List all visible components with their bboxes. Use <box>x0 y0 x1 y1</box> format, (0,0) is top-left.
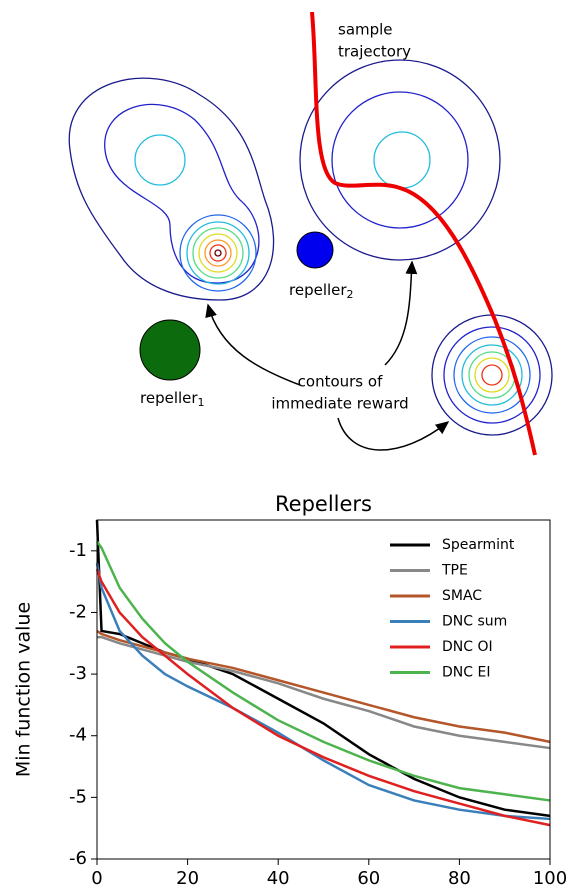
contour <box>443 326 541 424</box>
contour <box>204 239 232 267</box>
series-line <box>97 635 551 750</box>
contour <box>461 344 523 406</box>
y-tick-label: -6 <box>69 848 87 869</box>
y-tick-label: -3 <box>69 663 87 684</box>
y-axis-label: Min function value <box>13 602 35 777</box>
sample-trajectory <box>310 11 537 456</box>
legend-label: DNC sum <box>442 614 507 630</box>
y-tick-label: -2 <box>69 601 87 622</box>
trajectory-label: sample <box>338 21 393 39</box>
arrow <box>205 303 301 386</box>
contour <box>331 91 469 229</box>
legend-label: DNC OI <box>442 639 493 655</box>
x-tick-label: 0 <box>91 868 102 889</box>
legend-label: TPE <box>441 563 468 579</box>
contour <box>104 103 260 284</box>
repeller-1-label: repeller1 <box>140 389 205 410</box>
series-line <box>95 562 551 821</box>
x-tick-label: 60 <box>357 868 380 889</box>
contour <box>198 233 238 273</box>
label: repeller <box>140 389 198 407</box>
chart: Repellers Min function value -6 -5 -4 -3 -2 -1 0… <box>13 492 568 889</box>
y-tick-label: -5 <box>69 786 87 807</box>
contour <box>481 364 503 386</box>
repeller-2-label: repeller2 <box>289 281 354 302</box>
diagram: sample trajectory repeller1 repeller2 co… <box>68 11 553 456</box>
contours-label: contours of <box>298 373 383 391</box>
contours-label: immediate reward <box>271 395 408 413</box>
legend-label: SMAC <box>442 588 482 604</box>
contour <box>299 59 501 261</box>
legend-label: DNC EI <box>442 665 490 681</box>
repeller-1 <box>139 319 201 381</box>
x-tick-label: 80 <box>448 868 471 889</box>
contour <box>209 244 227 262</box>
plot-frame <box>96 519 551 860</box>
arrow <box>384 260 418 366</box>
y-tick-label: -1 <box>69 540 87 561</box>
label: repeller <box>289 281 347 299</box>
contour <box>134 134 186 186</box>
contour <box>192 227 244 279</box>
contour <box>474 357 510 393</box>
contour <box>453 336 531 414</box>
x-tick-label: 40 <box>267 868 290 889</box>
arrow <box>337 417 450 451</box>
contour <box>179 214 257 292</box>
contour <box>373 131 431 189</box>
legend-label: Spearmint <box>442 537 515 553</box>
subscript: 2 <box>347 288 354 301</box>
contour <box>431 314 553 436</box>
contour <box>214 249 222 257</box>
repeller-2 <box>296 231 334 269</box>
contour <box>186 221 250 285</box>
y-tick-label: -4 <box>69 725 87 746</box>
series-line <box>96 629 551 744</box>
series-line <box>95 568 551 827</box>
trajectory-label: trajectory <box>338 43 411 61</box>
x-tick-label: 100 <box>533 868 567 889</box>
contour <box>68 77 275 301</box>
chart-title: Repellers <box>275 492 372 516</box>
series-line <box>95 540 551 802</box>
subscript: 1 <box>198 396 205 409</box>
x-tick-label: 20 <box>176 868 199 889</box>
